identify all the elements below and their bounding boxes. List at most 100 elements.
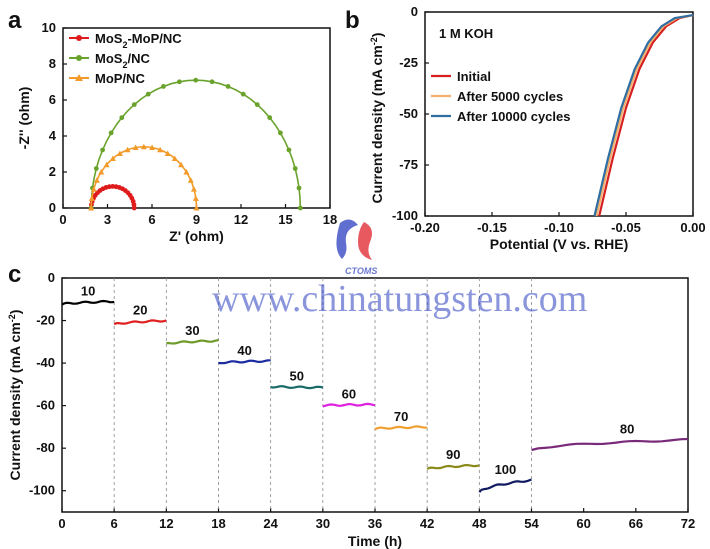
segment-line-c-3 bbox=[218, 359, 271, 365]
watermark-logo-text: CTOMS bbox=[345, 266, 377, 276]
legend-marker-a bbox=[75, 74, 83, 81]
series-point-a-2 bbox=[178, 161, 185, 168]
y-tick-label-c: 0 bbox=[48, 270, 55, 285]
x-tick-label-c: 36 bbox=[368, 516, 382, 531]
x-axis-title-b: Potential (V vs. RHE) bbox=[490, 236, 628, 252]
segment-line-c-6 bbox=[374, 425, 428, 431]
y-tick-label-c: -60 bbox=[36, 398, 55, 413]
segment-label-c: 100 bbox=[495, 462, 517, 477]
x-tick-label-c: 54 bbox=[524, 516, 539, 531]
x-tick-label-b: -0.10 bbox=[544, 220, 574, 235]
segment-label-c: 10 bbox=[81, 283, 95, 298]
segment-label-c: 50 bbox=[290, 368, 304, 383]
segment-line-c-2 bbox=[166, 339, 219, 345]
legend-label-a: MoS2-MoP/NC bbox=[95, 31, 182, 50]
segment-label-c: 60 bbox=[342, 387, 356, 402]
series-point-a-1 bbox=[267, 115, 273, 121]
x-tick-label-b: 0.00 bbox=[680, 220, 705, 235]
legend-label-b: After 10000 cycles bbox=[457, 109, 570, 124]
x-tick-label-b: -0.05 bbox=[611, 220, 641, 235]
series-point-a-2 bbox=[149, 144, 156, 151]
series-point-a-2 bbox=[190, 186, 197, 192]
panel-a-chart: 0 3 6 9 12 15 18 0 2 4 6 8 10 Z' (ohm) -Z'' (ohm) MoS2-… bbox=[16, 20, 337, 244]
x-tick-label-c: 42 bbox=[420, 516, 434, 531]
series-point-a-2 bbox=[88, 205, 95, 211]
series-point-a-1 bbox=[209, 79, 215, 85]
series-point-a-1 bbox=[93, 166, 99, 171]
series-point-a-2 bbox=[90, 186, 97, 192]
x-tick-label-c: 24 bbox=[263, 516, 278, 531]
x-axis-title-c: Time (h) bbox=[348, 533, 402, 549]
segment-line-c-1 bbox=[113, 319, 167, 326]
series-point-a-2 bbox=[109, 155, 116, 161]
legend-marker-a bbox=[76, 35, 82, 41]
panel-a-letter: a bbox=[8, 7, 22, 34]
legend-marker-a bbox=[76, 55, 82, 61]
series-point-a-2 bbox=[88, 195, 95, 201]
y-tick-label-c: -80 bbox=[36, 440, 55, 455]
segment-line-c-7 bbox=[426, 463, 480, 470]
x-tick-label-a: 6 bbox=[148, 212, 155, 227]
series-point-a-2 bbox=[140, 143, 147, 150]
series-point-a-2 bbox=[171, 155, 178, 161]
panel-b-letter: b bbox=[345, 7, 360, 34]
x-tick-label-a: 15 bbox=[278, 212, 292, 227]
series-line-b-1 bbox=[595, 14, 694, 217]
x-tick-label-a: 0 bbox=[59, 212, 66, 227]
series-point-a-2 bbox=[183, 169, 190, 175]
series-point-a-1 bbox=[296, 185, 302, 191]
y-tick-label-a: 10 bbox=[42, 20, 56, 35]
y-tick-label-a: 4 bbox=[49, 128, 57, 143]
y-tick-label-c: -20 bbox=[36, 313, 55, 328]
x-tick-label-c: 48 bbox=[472, 516, 486, 531]
x-tick-label-a: 18 bbox=[323, 212, 337, 227]
watermark-text: www.chinatungsten.com bbox=[212, 278, 587, 320]
y-tick-label-b: -75 bbox=[399, 157, 418, 172]
y-tick-label-c: -40 bbox=[36, 355, 55, 370]
watermark: CTOMS www.chinatungsten.com bbox=[212, 219, 587, 320]
series-point-a-1 bbox=[286, 147, 292, 153]
panel-c-letter: c bbox=[8, 261, 21, 288]
segment-label-c: 80 bbox=[620, 422, 634, 437]
series-line-b-2 bbox=[593, 14, 694, 217]
legend-label-a: MoP/NC bbox=[95, 71, 145, 86]
series-point-a-2 bbox=[93, 177, 100, 183]
segment-label-c: 40 bbox=[237, 343, 251, 358]
y-tick-label-a: 6 bbox=[49, 92, 56, 107]
x-tick-label-c: 60 bbox=[576, 516, 590, 531]
series-point-a-1 bbox=[297, 205, 303, 211]
x-tick-label-b: -0.20 bbox=[410, 220, 440, 235]
y-axis-title-b: Current density (mA cm-2) bbox=[369, 33, 385, 204]
x-tick-label-c: 72 bbox=[681, 516, 695, 531]
y-tick-label-a: 8 bbox=[49, 56, 56, 71]
series-point-a-1 bbox=[225, 84, 231, 89]
series-point-a-2 bbox=[103, 161, 110, 168]
x-tick-label-c: 6 bbox=[111, 516, 118, 531]
panel-c-chart: 0 6 12 18 24 30 36 42 48 54 60 66 72 0 -20 -40 -60 -80 -10… bbox=[7, 270, 695, 549]
y-tick-label-a: 0 bbox=[49, 200, 56, 215]
y-axis-title-a: -Z'' (ohm) bbox=[16, 87, 32, 150]
segment-label-c: 20 bbox=[133, 303, 147, 318]
series-point-a-1 bbox=[145, 91, 151, 97]
segment-label-c: 70 bbox=[394, 409, 408, 424]
x-tick-label-a: 3 bbox=[104, 212, 111, 227]
segment-line-c-9 bbox=[531, 437, 689, 452]
series-point-a-2 bbox=[187, 177, 194, 183]
panel-b-chart: -0.20 -0.15 -0.10 -0.05 0.00 0 -25 -50 -75 -100 Po… bbox=[369, 4, 706, 252]
series-point-a-1 bbox=[119, 115, 125, 121]
series-point-a-2 bbox=[157, 146, 164, 153]
segment-line-c-0 bbox=[61, 299, 115, 306]
series-point-a-1 bbox=[176, 79, 182, 85]
legend-label-b: Initial bbox=[457, 69, 491, 84]
y-tick-label-b: -25 bbox=[399, 55, 418, 70]
x-tick-label-c: 30 bbox=[316, 516, 330, 531]
segment-line-c-4 bbox=[270, 385, 324, 390]
segment-label-c: 30 bbox=[185, 323, 199, 338]
x-tick-label-c: 18 bbox=[211, 516, 225, 531]
segment-label-c: 90 bbox=[446, 447, 460, 462]
y-tick-label-b: -100 bbox=[392, 208, 418, 223]
series-point-a-1 bbox=[108, 130, 114, 136]
y-tick-label-a: 2 bbox=[49, 164, 56, 179]
y-tick-label-c: -100 bbox=[29, 483, 55, 498]
